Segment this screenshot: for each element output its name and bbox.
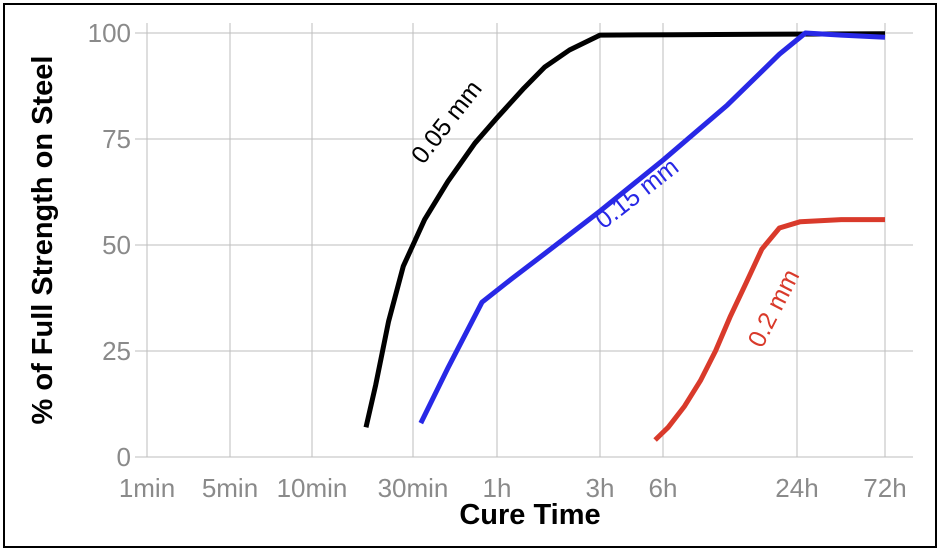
series-line — [363, 31, 886, 428]
x-tick-labels: 1min 5min 10min 30min 1h 3h 6h 24h 72h — [119, 473, 907, 503]
x-tick-label: 10min — [277, 473, 348, 503]
series-label: 0.05 mm — [406, 75, 488, 169]
chart-frame — [3, 3, 937, 548]
y-tick-labels: 0 25 50 75 100 — [88, 18, 131, 472]
y-axis-title: % of Full Strength on Steel — [27, 56, 59, 425]
x-tick-label: 72h — [863, 473, 906, 503]
y-tick-label: 75 — [102, 124, 131, 154]
series-line — [418, 30, 886, 425]
x-tick-label: 30min — [378, 473, 449, 503]
x-axis-title: Cure Time — [459, 499, 600, 531]
y-tick-label: 25 — [102, 336, 131, 366]
series-label: 0.2 mm — [742, 265, 805, 352]
series-line — [653, 217, 885, 442]
series-label: 0.15 mm — [590, 153, 684, 235]
x-tick-label: 1h — [483, 473, 512, 503]
y-tick-label: 100 — [88, 18, 131, 48]
y-tick-label: 0 — [117, 442, 131, 472]
grid — [135, 23, 913, 458]
y-tick-label: 50 — [102, 230, 131, 260]
series-labels: 0.05 mm 0.15 mm 0.2 mm — [406, 75, 806, 352]
x-tick-label: 1min — [119, 473, 175, 503]
x-tick-label: 3h — [586, 473, 615, 503]
x-tick-label: 6h — [649, 473, 678, 503]
series-group — [363, 30, 886, 442]
x-tick-label: 5min — [202, 473, 258, 503]
x-tick-label: 24h — [775, 473, 818, 503]
